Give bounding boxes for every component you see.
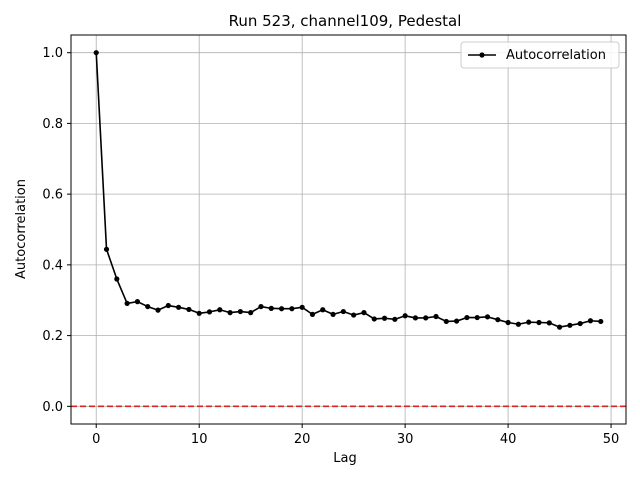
data-point: [402, 313, 408, 319]
y-tick-label: 0.0: [42, 400, 63, 415]
data-point: [392, 316, 398, 322]
data-point: [93, 50, 99, 56]
y-axis-ticks: 0.0 0.2 0.4 0.6 0.8 1.0: [42, 46, 71, 415]
x-tick-label: 50: [603, 432, 620, 447]
data-point: [423, 315, 429, 321]
data-point: [124, 300, 130, 307]
data-point: [381, 315, 388, 321]
data-point: [587, 318, 594, 324]
data-point: [443, 318, 449, 325]
legend-box: [460, 41, 620, 69]
legend-entry-label: Autocorrelation: [506, 48, 606, 63]
data-point: [145, 303, 151, 310]
data-point: [340, 308, 346, 315]
data-point: [217, 307, 223, 313]
x-tick-label: 40: [500, 432, 517, 447]
data-point: [577, 320, 583, 327]
data-point: [464, 314, 470, 321]
data-point: [526, 319, 532, 325]
data-point: [454, 318, 460, 324]
y-tick-label: 0.4: [42, 258, 63, 273]
data-point: [351, 312, 357, 318]
data-point: [484, 314, 491, 320]
data-point: [412, 315, 419, 321]
x-tick-label: 0: [92, 432, 100, 447]
data-point: [505, 319, 511, 326]
chart-title: Run 523, channel109, Pedestal: [229, 12, 462, 30]
data-point: [567, 322, 573, 328]
data-point: [495, 317, 501, 323]
data-point: [546, 320, 552, 326]
data-point: [186, 306, 192, 313]
y-tick-label: 0.8: [42, 117, 63, 132]
data-point: [237, 308, 243, 315]
data-point: [114, 276, 120, 282]
plot-frame: [70, 34, 627, 425]
y-axis-label: Autocorrelation: [14, 179, 29, 279]
y-tick-label: 1.0: [42, 46, 63, 61]
data-point: [278, 306, 285, 312]
data-point: [598, 318, 604, 325]
x-tick-label: 30: [397, 432, 414, 447]
data-point: [330, 311, 336, 317]
x-tick-label: 10: [191, 432, 208, 447]
data-point: [536, 319, 542, 326]
data-point: [103, 246, 110, 252]
x-axis-label: Lag: [333, 451, 356, 466]
data-point: [248, 310, 254, 316]
grid: [71, 35, 626, 424]
data-point: [556, 324, 563, 330]
data-point: [309, 311, 316, 317]
series-group: [93, 50, 604, 330]
data-point: [299, 304, 305, 310]
y-tick-label: 0.2: [42, 329, 63, 344]
legend-marker-sample: [479, 52, 485, 58]
data-point: [289, 306, 295, 312]
data-point: [227, 310, 233, 316]
data-point: [134, 299, 141, 305]
data-point: [371, 316, 377, 322]
data-point: [320, 307, 326, 313]
data-point: [433, 313, 439, 320]
data-point: [196, 310, 202, 316]
data-point: [206, 309, 213, 315]
data-point: [474, 314, 480, 321]
data-point: [515, 321, 521, 327]
data-point: [361, 310, 367, 316]
data-point: [268, 305, 274, 311]
x-tick-label: 20: [294, 432, 311, 447]
data-point: [258, 303, 264, 310]
legend: Autocorrelation: [460, 41, 620, 69]
x-axis-ticks: 0 10 20 30 40 50: [92, 424, 619, 447]
y-tick-label: 0.6: [42, 188, 63, 203]
data-point: [165, 302, 171, 309]
data-point: [176, 304, 182, 310]
data-point: [155, 307, 161, 313]
